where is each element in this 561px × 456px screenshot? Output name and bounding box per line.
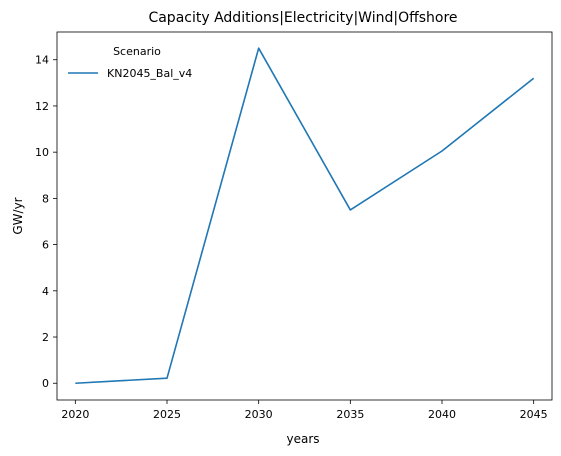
x-tick-label: 2045 — [520, 408, 548, 421]
y-tick-label: 4 — [42, 285, 49, 298]
x-tick-label: 2040 — [428, 408, 456, 421]
x-tick-label: 2025 — [153, 408, 181, 421]
legend: Scenario KN2045_Bal_v4 — [68, 45, 192, 80]
x-tick-label: 2030 — [245, 408, 273, 421]
y-axis-label: GW/yr — [11, 197, 25, 234]
x-tick-label: 2020 — [61, 408, 89, 421]
y-tick-label: 12 — [35, 100, 49, 113]
x-tick-label: 2035 — [336, 408, 364, 421]
legend-title: Scenario — [113, 45, 161, 58]
plot-frame — [56, 31, 553, 401]
y-tick-label: 0 — [42, 377, 49, 390]
y-tick-label: 2 — [42, 331, 49, 344]
y-axis: 0 2 4 6 8 10 12 14 — [35, 54, 57, 390]
y-tick-label: 14 — [35, 54, 49, 67]
x-axis-label: years — [286, 432, 319, 446]
x-axis: 2020 2025 2030 2035 2040 2045 — [61, 400, 548, 421]
chart-title: Capacity Additions|Electricity|Wind|Offs… — [148, 10, 457, 26]
legend-entry-label: KN2045_Bal_v4 — [107, 67, 192, 80]
y-tick-label: 6 — [42, 239, 49, 252]
series-layer — [75, 47, 535, 385]
y-tick-label: 10 — [35, 146, 49, 159]
series-line-1 — [75, 47, 535, 385]
y-tick-label: 8 — [42, 192, 49, 205]
